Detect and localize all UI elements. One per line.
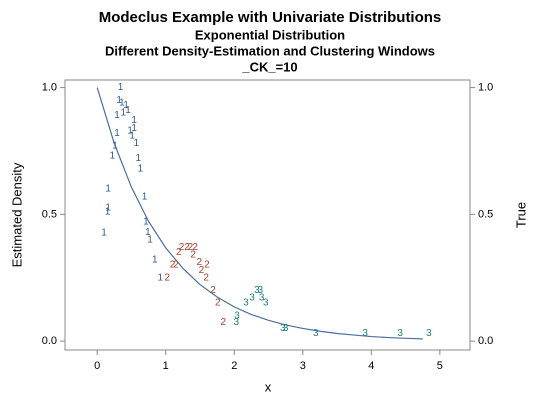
y-tick-label: 0.0 <box>42 335 57 347</box>
cluster-point: 2 <box>197 257 203 268</box>
cluster-point: 2 <box>210 285 216 296</box>
y-axis-label: Estimated Density <box>9 162 24 267</box>
cluster-point: 1 <box>152 255 158 266</box>
cluster-point: 1 <box>157 272 163 283</box>
cluster-point: 1 <box>120 108 126 119</box>
cluster-point: 1 <box>129 130 135 141</box>
cluster-point: 3 <box>362 328 368 339</box>
cluster-point: 2 <box>188 242 194 253</box>
cluster-point: 2 <box>184 242 190 253</box>
cluster-point: 3 <box>234 317 240 328</box>
cluster-point: 1 <box>110 151 116 162</box>
cluster-point: 1 <box>138 163 144 174</box>
cluster-point: 1 <box>147 234 153 245</box>
cluster-point: 1 <box>114 110 120 121</box>
y2-tick-label: 1.0 <box>478 82 493 94</box>
cluster-point: 2 <box>176 247 182 258</box>
x-tick-label: 5 <box>437 360 443 372</box>
cluster-point: 2 <box>215 298 221 309</box>
cluster-point: 1 <box>112 141 118 152</box>
cluster-point: 1 <box>125 105 131 116</box>
cluster-point: 1 <box>145 227 151 238</box>
cluster-point: 1 <box>101 228 107 239</box>
cluster-point: 1 <box>105 206 111 217</box>
cluster-point: 1 <box>105 203 111 214</box>
cluster-point: 3 <box>234 310 240 321</box>
cluster-point: 2 <box>204 260 210 271</box>
x-tick-label: 3 <box>300 360 306 372</box>
cluster-point: 1 <box>119 97 125 108</box>
cluster-point: 3 <box>263 298 269 309</box>
cluster-point: 3 <box>283 323 289 334</box>
x-tick-label: 4 <box>368 360 374 372</box>
y2-tick-label: 0.0 <box>478 335 493 347</box>
cluster-point: 3 <box>254 285 260 296</box>
cluster-point: 1 <box>116 95 122 106</box>
chart-title: Modeclus Example with Univariate Distrib… <box>99 9 442 26</box>
cluster-point: 2 <box>179 242 185 253</box>
cluster-point: 1 <box>142 191 148 202</box>
cluster-point: 3 <box>258 285 264 296</box>
y-tick-label: 0.5 <box>42 208 57 220</box>
cluster-point: 2 <box>190 250 196 261</box>
y2-axis-label: True <box>513 202 528 228</box>
cluster-point: 1 <box>136 153 142 164</box>
cluster-point: 3 <box>243 298 249 309</box>
x-tick-label: 1 <box>163 360 169 372</box>
cluster-point: 2 <box>221 317 227 328</box>
plot-frame <box>64 79 471 351</box>
cluster-point: 3 <box>280 323 286 334</box>
cluster-point: 2 <box>170 260 176 271</box>
cluster-point: 1 <box>143 217 149 228</box>
cluster-point: 2 <box>199 265 205 276</box>
true-density-curve <box>96 87 423 340</box>
subtitle: _CK_=10 <box>241 59 297 74</box>
cluster-point: 2 <box>192 242 198 253</box>
cluster-point: 2 <box>203 272 209 283</box>
subtitle: Exponential Distribution <box>195 27 345 42</box>
cluster-point: 1 <box>133 138 139 149</box>
cluster-point: 1 <box>105 184 111 195</box>
x-axis-label: x <box>265 379 272 394</box>
cluster-point: 3 <box>259 293 265 304</box>
cluster-point: 3 <box>313 328 319 339</box>
cluster-point: 3 <box>426 328 432 339</box>
subtitle: Different Density-Estimation and Cluster… <box>105 43 435 58</box>
cluster-point: 1 <box>118 82 124 93</box>
cluster-point: 2 <box>173 260 179 271</box>
cluster-point: 3 <box>397 328 403 339</box>
cluster-point: 1 <box>114 128 120 139</box>
cluster-point: 1 <box>131 115 137 126</box>
cluster-point: 1 <box>127 125 133 136</box>
x-tick-label: 2 <box>231 360 237 372</box>
y-tick-label: 1.0 <box>42 82 57 94</box>
y2-tick-label: 0.5 <box>478 208 493 220</box>
cluster-point: 1 <box>123 100 129 111</box>
cluster-point: 2 <box>164 272 170 283</box>
cluster-point: 1 <box>131 123 137 134</box>
cluster-point: 3 <box>249 293 255 304</box>
x-tick-label: 0 <box>94 360 100 372</box>
